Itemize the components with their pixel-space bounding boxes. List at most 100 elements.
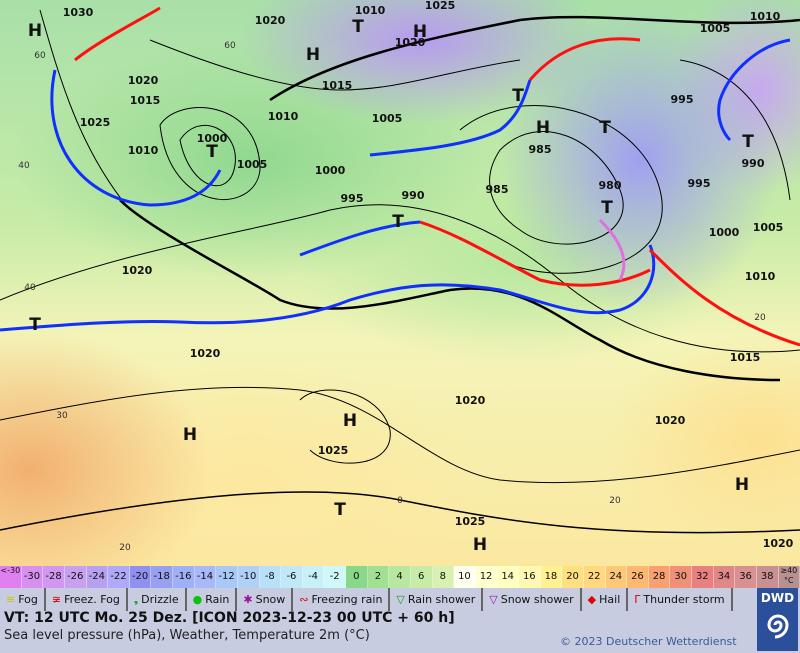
isobar-label: 1000 bbox=[709, 226, 740, 239]
temperature-isoline-label: 20 bbox=[119, 543, 131, 553]
copyright: © 2023 Deutscher Wetterdienst bbox=[560, 635, 737, 648]
isobar-label: 990 bbox=[742, 157, 765, 170]
scale-cell: 22 bbox=[583, 566, 606, 588]
map-overlay: 1030 1020 1010 1025 1020 1010 1005 1020 1015 1025… bbox=[0, 0, 800, 555]
temperature-isoline-label: 20 bbox=[609, 496, 621, 506]
scale-cell: -12 bbox=[216, 566, 238, 588]
pressure-center-symbol: H bbox=[735, 475, 749, 495]
cold-front bbox=[50, 69, 222, 207]
legend-item: ❟ Drizzle bbox=[128, 588, 187, 611]
snow-shower-icon: ▽ bbox=[489, 592, 498, 606]
scale-cell: 24 bbox=[605, 566, 628, 588]
isobar-label: 1030 bbox=[63, 6, 94, 19]
pressure-center-symbol: H bbox=[343, 411, 357, 431]
isobar-label: 1020 bbox=[255, 14, 286, 27]
isobar-thick bbox=[269, 15, 800, 102]
scale-cell: -10 bbox=[237, 566, 260, 588]
isobar bbox=[459, 105, 663, 274]
isobar-label: 1025 bbox=[455, 515, 486, 528]
legend-item: ✱ Snow bbox=[237, 588, 294, 611]
pressure-center-symbol: H bbox=[306, 45, 320, 65]
isobar bbox=[679, 59, 791, 201]
isobar-label: 1010 bbox=[745, 270, 776, 283]
scale-cell: -8 bbox=[259, 566, 282, 588]
isobar bbox=[149, 39, 521, 91]
isobar-label: 985 bbox=[529, 143, 552, 156]
isobar-label: 1020 bbox=[763, 537, 794, 550]
isobar-label: 995 bbox=[341, 192, 364, 205]
rain-shower-icon: ▽ bbox=[396, 592, 405, 606]
legend-item: ▽ Rain shower bbox=[390, 588, 484, 611]
isobar-label: 1015 bbox=[322, 79, 353, 92]
scale-cell: -4 bbox=[302, 566, 325, 588]
scale-cell: 4 bbox=[389, 566, 411, 588]
isobar-label: 1005 bbox=[753, 221, 784, 234]
scale-cell: -2 bbox=[324, 566, 346, 588]
legend-label: Drizzle bbox=[141, 592, 179, 606]
pressure-center-symbol: H bbox=[183, 425, 197, 445]
isobar-label: 995 bbox=[671, 93, 694, 106]
legend-label: Rain shower bbox=[407, 592, 476, 606]
rain-icon: ● bbox=[192, 592, 203, 606]
isobar-label: 1020 bbox=[455, 394, 486, 407]
scale-cell: -14 bbox=[194, 566, 217, 588]
scale-cell: -24 bbox=[86, 566, 109, 588]
isobar-label: 1015 bbox=[730, 351, 761, 364]
scale-cell: 10 bbox=[454, 566, 476, 588]
dwd-swirl-icon bbox=[766, 614, 789, 639]
temperature-color-scale: <-30 -30 -28 -26 -24 -22 -20 -18 -16 -14 -12 -10 -8-… bbox=[0, 566, 800, 588]
hail-icon: ◆ bbox=[587, 592, 597, 606]
legend-item: ≡ Fog bbox=[0, 588, 46, 611]
pressure-center-symbol: T bbox=[601, 198, 613, 218]
temperature-isoline-label: 40 bbox=[24, 283, 36, 293]
temperature-isoline-label: 30 bbox=[56, 411, 68, 421]
freezing-fog-icon: ≆ bbox=[51, 592, 62, 606]
legend-item: ≆ Freez. Fog bbox=[46, 588, 128, 611]
isobar-label: 1005 bbox=[372, 112, 403, 125]
isobar-label: 1020 bbox=[190, 347, 221, 360]
scale-cell: -26 bbox=[64, 566, 87, 588]
legend-label: Snow shower bbox=[500, 592, 574, 606]
pressure-center-symbol: T bbox=[512, 86, 524, 106]
isobar-label: 1025 bbox=[425, 0, 456, 12]
legend-item: Γ Thunder storm bbox=[628, 588, 733, 611]
map-subtitle: Sea level pressure (hPa), Weather, Tempe… bbox=[4, 628, 370, 643]
legend-item: ● Rain bbox=[187, 588, 238, 611]
legend-label: Thunder storm bbox=[643, 592, 725, 606]
isobar-label: 1010 bbox=[355, 4, 386, 17]
isobar-label: 1025 bbox=[80, 116, 111, 129]
scale-cell: 2 bbox=[367, 566, 390, 588]
thunderstorm-icon: Γ bbox=[634, 592, 641, 606]
pressure-center-symbol: H bbox=[473, 535, 487, 555]
isobar-label: 980 bbox=[599, 179, 622, 192]
scale-cell: <-30 bbox=[0, 566, 22, 588]
isobar bbox=[39, 9, 131, 211]
scale-cell: 0 bbox=[346, 566, 368, 588]
legend-item: ▽ Snow shower bbox=[483, 588, 582, 611]
isobar-label: 1010 bbox=[128, 144, 159, 157]
scale-cell: 26 bbox=[627, 566, 649, 588]
pressure-center-symbol: T bbox=[352, 17, 364, 37]
cold-front bbox=[369, 79, 532, 157]
isobar-label: 1000 bbox=[315, 164, 346, 177]
pressure-center-symbol: T bbox=[206, 142, 218, 162]
occlusion bbox=[598, 218, 626, 281]
isobars bbox=[0, 9, 800, 534]
pressure-center-symbol: H bbox=[28, 21, 42, 41]
isobar bbox=[0, 204, 800, 353]
scale-cell: ≥40 °C bbox=[778, 566, 800, 588]
scale-cell: 28 bbox=[648, 566, 671, 588]
snow-icon: ✱ bbox=[243, 592, 253, 606]
pressure-center-symbol: T bbox=[334, 500, 346, 520]
scale-cell: 14 bbox=[497, 566, 519, 588]
scale-cell: 32 bbox=[692, 566, 714, 588]
scale-cell: 12 bbox=[475, 566, 498, 588]
isobar-label: 1005 bbox=[700, 22, 731, 35]
isobar bbox=[159, 107, 261, 201]
temperature-isoline-label: 0 bbox=[397, 496, 403, 506]
freezing-rain-icon: ∾ bbox=[299, 592, 309, 606]
temperature-isoline-label: 60 bbox=[224, 41, 236, 51]
legend-label: Freezing rain bbox=[311, 592, 383, 606]
isobar-label: 1025 bbox=[318, 444, 349, 457]
